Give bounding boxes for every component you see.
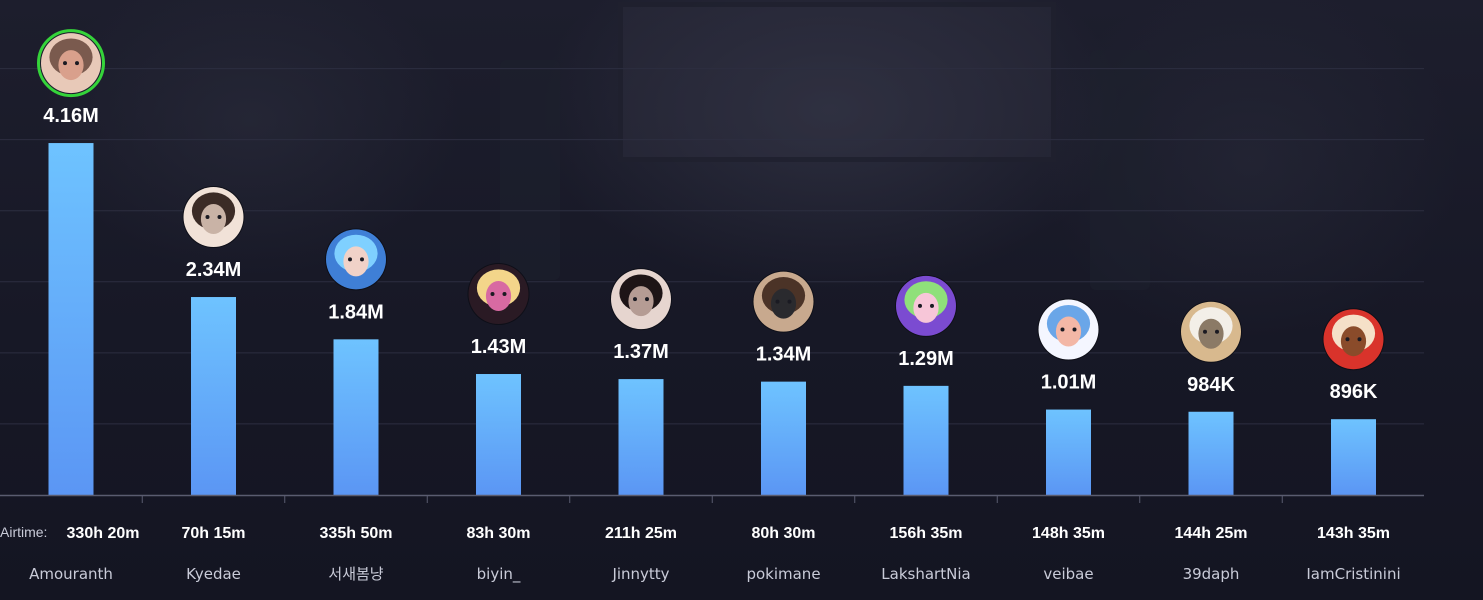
streamer-name-9: IamCristinini	[1306, 565, 1400, 583]
avatar-face	[913, 292, 939, 323]
streamer-names: Amouranth Kyedae 서새봄냥 biyin_ Jinnytty pokiman…	[29, 565, 1401, 584]
airtime-value-8: 144h 25m	[1175, 525, 1248, 542]
streamer-name-6: LakshartNia	[881, 565, 970, 583]
avatar-eye-right	[502, 292, 507, 297]
avatar-face	[1340, 326, 1367, 357]
airtime-value-2: 335h 50m	[320, 525, 393, 542]
airtime-value-5: 80h 30m	[751, 525, 815, 542]
value-label-1: 2.34M	[186, 259, 242, 281]
streamer-name-7: veibae	[1043, 565, 1093, 583]
value-labels: 4.16M 2.34M 1.84M 1.43M 1.37M 1.34M 1.29M 1.01M…	[43, 105, 1378, 403]
avatar-eye-left	[490, 292, 495, 297]
streamer-name-3: biyin_	[477, 565, 521, 584]
bar-2	[333, 339, 379, 495]
avatar-icon-9	[1322, 308, 1385, 371]
avatar-eye-right	[1215, 329, 1219, 334]
avatar-icon-8	[1180, 300, 1242, 363]
avatar-eye-left	[1345, 337, 1350, 342]
value-label-6: 1.29M	[898, 348, 954, 370]
avatar-face	[343, 246, 369, 277]
bar-3	[476, 374, 521, 495]
airtime-value-3: 83h 30m	[466, 525, 530, 542]
streamer-name-0: Amouranth	[29, 565, 113, 583]
value-label-7: 1.01M	[1041, 372, 1097, 394]
avatar-face	[628, 286, 654, 317]
value-label-3: 1.43M	[471, 336, 527, 358]
avatar-icon-3	[467, 263, 530, 326]
value-label-4: 1.37M	[613, 341, 669, 363]
avatars	[37, 29, 1385, 371]
avatar-eye-left	[633, 297, 637, 302]
bar-1	[191, 297, 236, 495]
airtime-value-4: 211h 25m	[605, 525, 677, 542]
value-label-0: 4.16M	[43, 105, 99, 127]
airtime-value-6: 156h 35m	[890, 525, 963, 542]
bars	[48, 143, 1376, 495]
bar-7	[1046, 409, 1091, 495]
avatar-eye-right	[1072, 327, 1077, 332]
bar-8	[1188, 411, 1234, 495]
background-shelf-left	[500, 60, 560, 280]
bar-0	[48, 143, 94, 495]
avatar-icon-1	[182, 186, 245, 249]
avatar-icon-7	[1037, 298, 1100, 361]
avatar-eye-left	[775, 299, 780, 304]
avatar-icon-5	[752, 270, 815, 333]
avatar-face	[1055, 316, 1082, 347]
avatar-eye-left	[918, 303, 922, 308]
avatar-eye-left	[1203, 329, 1207, 334]
avatar-icon-2	[325, 228, 387, 291]
airtime-value-7: 148h 35m	[1032, 525, 1105, 542]
bar-6	[903, 385, 949, 495]
avatar-face	[58, 50, 84, 81]
avatar-eye-right	[930, 303, 934, 308]
streamer-name-5: pokimane	[746, 565, 820, 583]
streamer-name-4: Jinnytty	[611, 565, 669, 583]
airtime-value-9: 143h 35m	[1317, 525, 1390, 542]
streamer-name-2: 서새봄냥	[328, 565, 383, 583]
bar-5	[761, 381, 806, 495]
avatar-icon-0	[37, 29, 105, 98]
avatar-face	[1198, 318, 1224, 349]
airtime-row: Airtime: 330h 20m 70h 15m 335h 50m 83h 30m 21…	[0, 524, 1390, 542]
bar-9	[1331, 419, 1376, 495]
value-label-8: 984K	[1187, 374, 1235, 396]
highlight-ring	[37, 29, 105, 98]
background-shelf-right	[1090, 50, 1150, 290]
airtime-value-0: 330h 20m	[67, 525, 140, 542]
avatar-eye-left	[1060, 327, 1065, 332]
streamer-name-1: Kyedae	[186, 565, 241, 583]
avatar-face	[200, 204, 227, 235]
avatar-eye-left	[348, 257, 352, 262]
bar-4	[618, 379, 664, 495]
avatar-eye-left	[205, 215, 210, 220]
avatar-eye-right	[1357, 337, 1362, 342]
avatar-face	[485, 281, 512, 312]
avatar-eye-right	[217, 215, 222, 220]
value-label-5: 1.34M	[756, 344, 812, 366]
x-axis	[0, 494, 1424, 503]
avatar-icon-4	[610, 268, 672, 331]
background-picture-frame	[618, 2, 1056, 162]
avatar-eye-left	[63, 61, 67, 66]
airtime-prefix-label: Airtime:	[0, 524, 47, 540]
avatar-eye-right	[75, 61, 79, 66]
avatar-face	[770, 288, 797, 319]
value-label-2: 1.84M	[328, 301, 384, 323]
value-label-9: 896K	[1330, 381, 1378, 403]
airtime-value-1: 70h 15m	[181, 525, 245, 542]
avatar-eye-right	[787, 299, 792, 304]
streamer-name-8: 39daph	[1183, 565, 1240, 583]
avatar-icon-6	[895, 274, 957, 337]
avatar-eye-right	[645, 297, 649, 302]
avatar-eye-right	[360, 257, 364, 262]
